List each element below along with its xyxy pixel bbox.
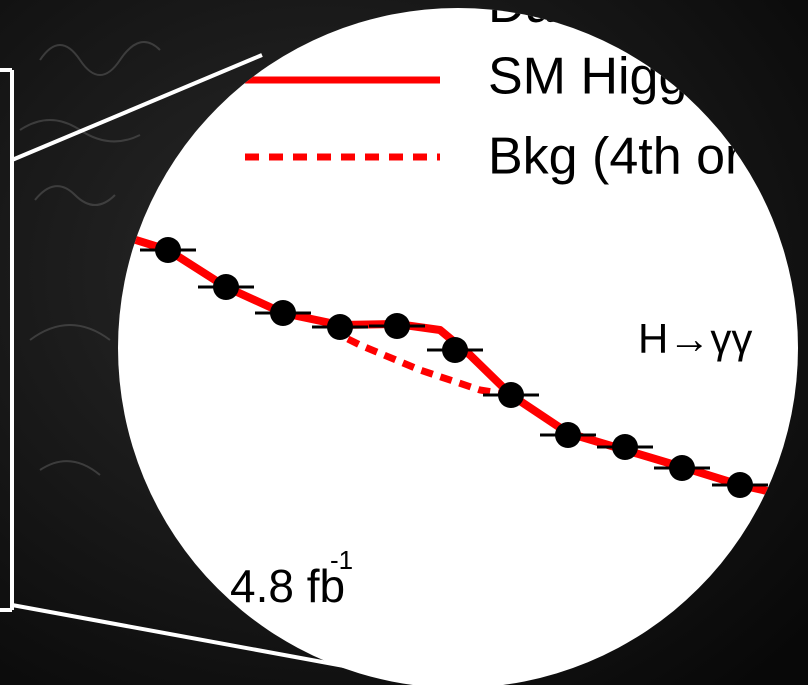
background-curve [328, 326, 512, 399]
zoomed-plot: Dat SM Higg Bkg (4th or H→γγ 4.8 fb -1 [118, 8, 798, 612]
channel-label: H→γγ [638, 315, 752, 362]
luminosity-exponent: -1 [330, 545, 353, 575]
luminosity-label: 4.8 fb [230, 560, 345, 612]
data-points [155, 237, 753, 498]
legend-label: Bkg (4th or [488, 128, 742, 186]
callout-lines [0, 53, 356, 670]
